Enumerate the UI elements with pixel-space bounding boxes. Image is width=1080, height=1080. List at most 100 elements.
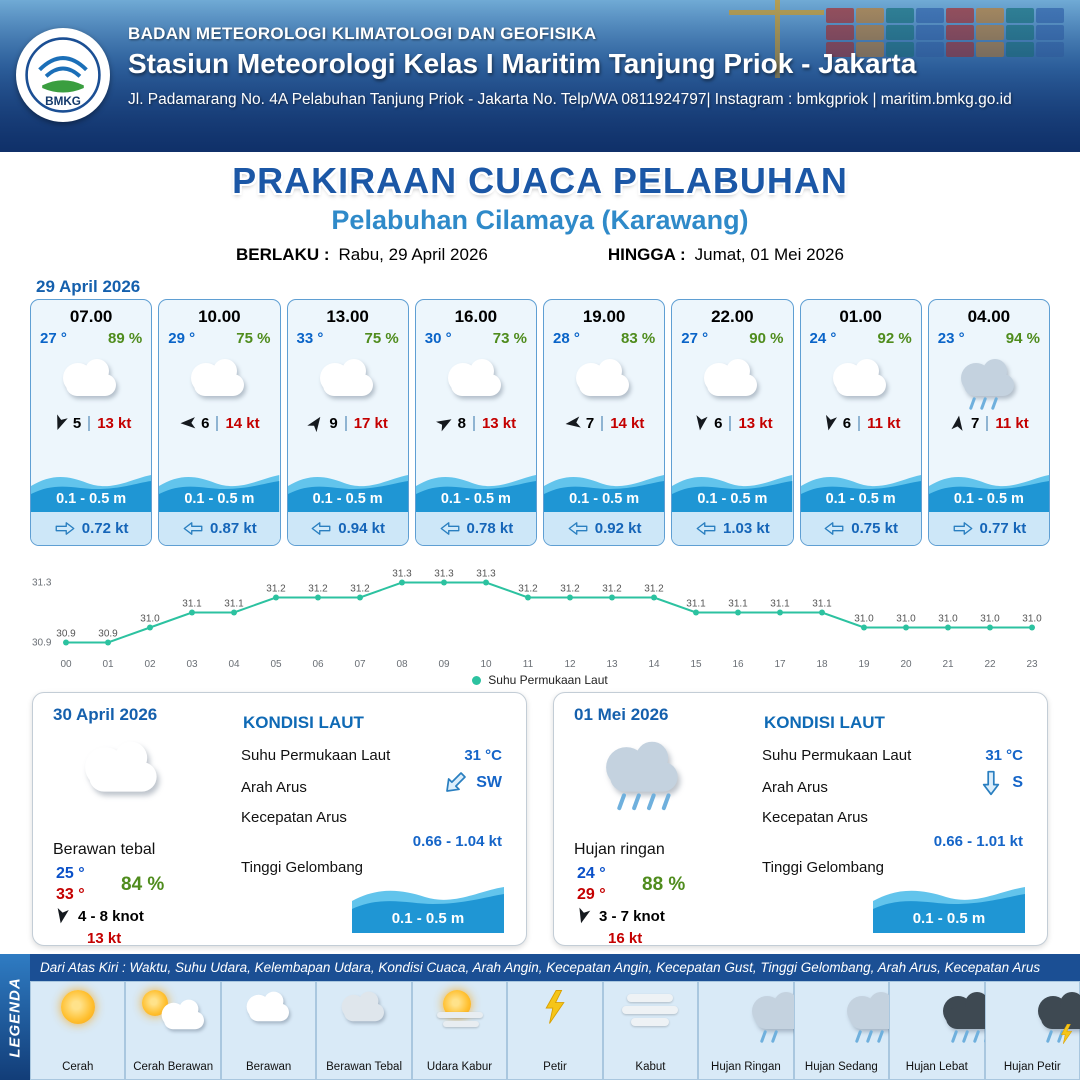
svg-text:19: 19: [858, 659, 870, 670]
thick-cloud-icon: [317, 990, 410, 1046]
wind-row: 4 - 8 knot: [53, 907, 144, 925]
sst-value: 31 °C: [464, 747, 502, 764]
current-speed: 1.03 kt: [723, 520, 770, 537]
svg-text:31.2: 31.2: [644, 584, 664, 595]
org-name: BADAN METEOROLOGI KLIMATOLOGI DAN GEOFIS…: [128, 24, 597, 43]
divider: [344, 415, 347, 431]
wave-band: 0.1 - 0.5 m: [800, 466, 921, 512]
wind-speed: 6: [842, 414, 852, 432]
sea-conditions-heading: KONDISI LAUT: [764, 713, 885, 732]
svg-text:31.3: 31.3: [32, 578, 52, 589]
current-speed: 0.72 kt: [81, 520, 129, 537]
current-speed-label: Kecepatan Arus: [762, 809, 868, 826]
svg-text:31.0: 31.0: [896, 614, 916, 625]
svg-text:11: 11: [523, 659, 534, 670]
current-row: 0.72 kt: [31, 512, 152, 545]
wave-height: 0.1 - 0.5 m: [569, 491, 640, 507]
svg-text:31.3: 31.3: [434, 569, 454, 580]
svg-text:03: 03: [186, 659, 198, 670]
sst-chart: 31.3 30.9 30.9 00 30.9 01 31.0 02 31.1 03 31.1 04 31…: [30, 556, 1050, 671]
current-row: 1.03 kt: [672, 512, 793, 545]
svg-text:18: 18: [816, 659, 828, 670]
svg-text:31.1: 31.1: [182, 599, 202, 610]
svg-text:31.1: 31.1: [728, 599, 748, 610]
chart-legend: Suhu Permukaan Laut: [30, 673, 1050, 687]
valid-to-value: Jumat, 01 Mei 2026: [694, 245, 844, 264]
wind-speed: 6: [201, 414, 210, 432]
current-direction-icon: [438, 766, 472, 800]
wave-band: 0.1 - 0.5 m: [31, 466, 152, 512]
wind-direction-icon: [179, 414, 198, 433]
hourly-card: 22.00 27 ° 90 % 6 13 kt 0.1 - 0.5 m 1.03 …: [671, 299, 794, 546]
wave-height-value: 0.1 - 0.5 m: [912, 910, 986, 927]
current-speed: 0.87 kt: [210, 520, 257, 537]
wind-speed: 8: [457, 414, 466, 432]
humidity: 90 %: [749, 330, 784, 347]
current-direction-icon: [439, 521, 461, 536]
humidity: 75 %: [364, 330, 399, 347]
current-row: 0.77 kt: [928, 512, 1049, 545]
thunderstorm-icon: [986, 990, 1080, 1046]
wave-band: 0.1 - 0.5 m: [159, 466, 280, 512]
legend-title: LEGENDA: [0, 954, 30, 1080]
svg-text:20: 20: [900, 659, 912, 670]
legend-item: Cerah: [30, 981, 126, 1080]
current-speed-label: Kecepatan Arus: [241, 809, 347, 826]
legend-item: Udara Kabur: [411, 981, 508, 1080]
svg-text:31.0: 31.0: [854, 614, 874, 625]
hourly-time: 19.00: [582, 307, 626, 326]
hourly-time: 01.00: [839, 307, 882, 326]
svg-text:31.1: 31.1: [770, 599, 790, 610]
current-speed: 0.92 kt: [594, 520, 642, 537]
wind-gust: 13 kt: [481, 414, 517, 432]
svg-text:31.0: 31.0: [1022, 614, 1042, 625]
divider: [216, 415, 219, 431]
title-block: PRAKIRAAN CUACA PELABUHAN Pelabuhan Cila…: [0, 160, 1080, 265]
svg-text:06: 06: [312, 659, 324, 670]
current-speed-value: 0.66 - 1.04 kt: [412, 833, 502, 850]
wind-row: 7 11 kt: [929, 409, 1049, 437]
current-row: 0.78 kt: [415, 512, 536, 545]
svg-text:31.2: 31.2: [308, 584, 328, 595]
divider: [986, 415, 989, 431]
svg-text:04: 04: [228, 659, 240, 670]
svg-text:31.0: 31.0: [140, 614, 160, 625]
wave-height: 0.1 - 0.5 m: [825, 491, 896, 507]
cloudy-weather-icon: [672, 347, 792, 409]
wind-gust: 16 kt: [608, 930, 643, 947]
wave-band: 0.1 - 0.5 m: [672, 466, 793, 512]
lightning-icon: [508, 990, 601, 1046]
wave-height: 0.1 - 0.5 m: [440, 491, 511, 507]
legend-item-label: Petir: [543, 1061, 567, 1074]
current-direction-value: S: [1012, 774, 1023, 791]
svg-text:31.0: 31.0: [980, 614, 1000, 625]
svg-text:31.2: 31.2: [602, 584, 622, 595]
hourly-card: 01.00 24 ° 92 % 6 11 kt 0.1 - 0.5 m 0.75 …: [799, 299, 922, 546]
bmkg-logo-text: BMKG: [45, 95, 81, 108]
svg-text:31.1: 31.1: [812, 599, 832, 610]
svg-text:22: 22: [984, 659, 996, 670]
wind-speed: 9: [329, 414, 338, 432]
svg-text:12: 12: [564, 659, 576, 670]
valid-to-label: HINGGA :: [607, 245, 686, 264]
wind-speed: 7: [585, 414, 595, 432]
current-speed: 0.75 kt: [851, 520, 898, 537]
cloudy-weather-icon: [31, 347, 151, 409]
humidity: 84 %: [121, 874, 165, 895]
current-direction-icon: [54, 521, 76, 536]
valid-from-value: Rabu, 29 April 2026: [338, 245, 488, 264]
hourly-cards-row: 07.00 27 ° 89 % 5 13 kt 0.1 - 0.5 m 0.72 …: [30, 299, 1050, 546]
valid-from-label: BERLAKU :: [236, 245, 330, 264]
legend-item: Berawan Tebal: [316, 981, 412, 1080]
daily-date: 30 April 2026: [53, 705, 158, 724]
light-rain-icon: [598, 739, 690, 811]
current-direction-icon: [695, 521, 717, 536]
humidity: 88 %: [642, 874, 686, 895]
legend-item-label: Berawan Tebal: [326, 1061, 403, 1074]
humidity: 83 %: [621, 330, 656, 347]
sst-label: Suhu Permukaan Laut: [241, 747, 391, 764]
humidity: 75 %: [236, 330, 271, 347]
chart-legend-dot: [472, 675, 482, 685]
temp-max: 33 °: [56, 886, 85, 903]
